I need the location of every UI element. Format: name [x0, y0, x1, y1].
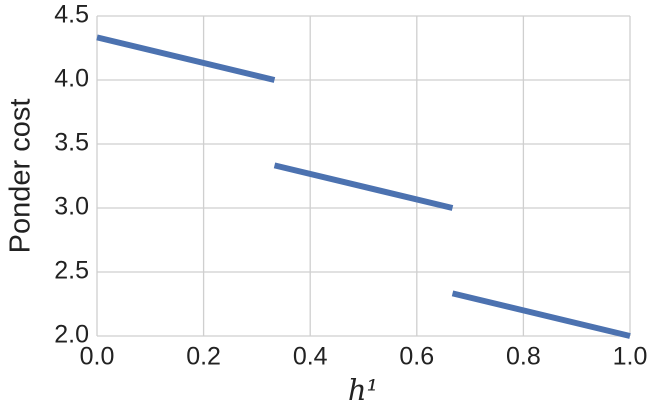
- y-axis-label: Ponder cost: [5, 99, 37, 254]
- x-axis-label: h¹: [348, 373, 378, 407]
- x-tick-label: 0.0: [80, 343, 115, 371]
- x-tick-label: 1.0: [613, 343, 648, 371]
- x-tick-label: 0.8: [506, 343, 541, 371]
- x-tick-label: 0.6: [399, 343, 434, 371]
- x-tick-label: 0.4: [293, 343, 328, 371]
- x-tick-label: 0.2: [186, 343, 221, 371]
- y-tick-label: 3.0: [54, 193, 89, 221]
- y-tick-label: 2.5: [54, 257, 89, 285]
- y-tick-label: 4.0: [54, 65, 89, 93]
- y-tick-label: 4.5: [54, 1, 89, 29]
- y-tick-label: 2.0: [54, 321, 89, 349]
- y-tick-label: 3.5: [54, 129, 89, 157]
- line-series: [96, 34, 631, 339]
